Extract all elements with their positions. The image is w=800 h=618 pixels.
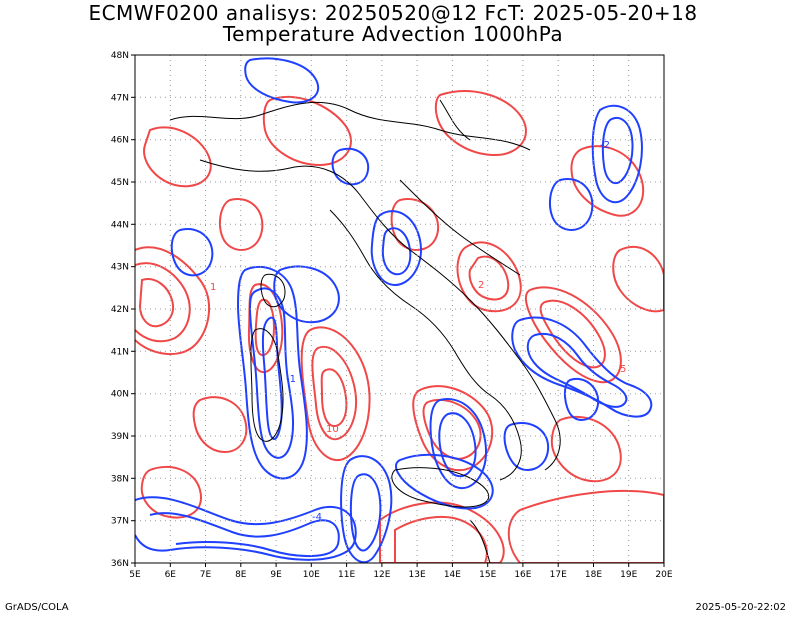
lat-label: 47N — [111, 93, 129, 103]
map-background — [135, 55, 664, 563]
lon-label: 11E — [338, 570, 355, 580]
lon-label: 12E — [373, 570, 390, 580]
lat-label: 42N — [111, 305, 129, 315]
lon-label: 8E — [235, 570, 247, 580]
warm-advection-contours — [135, 90, 664, 563]
lat-label: 40N — [111, 390, 129, 400]
lat-label: 46N — [111, 136, 129, 146]
lat-label: 44N — [111, 220, 129, 230]
country-borders — [169, 99, 561, 563]
lon-label: 9E — [270, 570, 282, 580]
contour-label: 10 — [326, 424, 339, 435]
lat-label: 37N — [111, 517, 129, 527]
contour-label: -2 — [600, 140, 610, 151]
lon-label: 13E — [409, 570, 426, 580]
graticule — [135, 55, 664, 563]
lat-label: 39N — [111, 432, 129, 442]
lat-label: 48N — [111, 51, 129, 61]
contour-label: 5 — [620, 364, 626, 375]
cold-advection-contours — [135, 57, 653, 563]
software-credit: GrADS/COLA — [5, 602, 69, 613]
lon-label: 7E — [200, 570, 212, 580]
lon-label: 10E — [303, 570, 320, 580]
lat-label: 36N — [111, 559, 129, 569]
lon-label: 5E — [129, 570, 141, 580]
lon-label: 14E — [444, 570, 461, 580]
lon-label: 16E — [514, 570, 531, 580]
lat-label: 41N — [111, 347, 129, 357]
contour-label: 2 — [478, 280, 484, 291]
lat-label: 45N — [111, 178, 129, 188]
lon-label: 15E — [479, 570, 496, 580]
title-line1: ECMWF0200 analisys: 20250520@12 FcT: 202… — [88, 1, 698, 25]
contour-label: -1 — [286, 374, 296, 385]
lon-label: 18E — [585, 570, 602, 580]
title-line2: Temperature Advection 1000hPa — [222, 22, 564, 46]
contour-labels: -1 1 2 10 -4 -2 5 — [210, 140, 626, 523]
tick-marks — [131, 54, 665, 567]
lon-label: 20E — [655, 570, 672, 580]
lat-labels: 36N 37N 38N 39N 40N 41N 42N 43N 44N 45N … — [111, 51, 129, 569]
generation-timestamp: 2025-05-20-22:02 — [695, 602, 786, 613]
contour-label: 1 — [210, 282, 216, 293]
lon-label: 17E — [550, 570, 567, 580]
lat-label: 43N — [111, 263, 129, 273]
lat-label: 38N — [111, 474, 129, 484]
lon-label: 19E — [620, 570, 637, 580]
lon-label: 6E — [165, 570, 177, 580]
lon-labels: 5E 6E 7E 8E 9E 10E 11E 12E 13E 14E 15E 1… — [129, 570, 673, 580]
contour-label: -4 — [312, 512, 322, 523]
